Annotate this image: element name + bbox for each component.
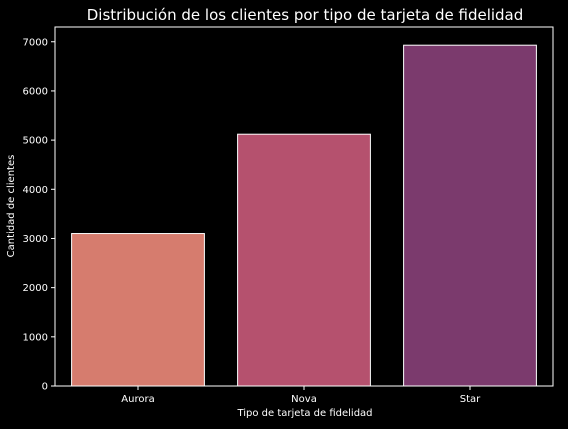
y-tick-label: 6000: [23, 86, 48, 97]
plot-area: 0 1000 2000 3000 4000 5000 6000 7000 Aurora Nova S…: [23, 26, 554, 405]
y-tick-label: 0: [42, 382, 48, 393]
y-axis-label: Cantidad de clientes: [6, 155, 17, 258]
bar-star: [403, 44, 537, 387]
y-tick-label: 3000: [23, 234, 48, 245]
bar-aurora: [71, 233, 205, 387]
x-tick-label: Aurora: [121, 394, 154, 405]
y-tick-label: 1000: [23, 332, 48, 343]
x-tick-label: Star: [460, 394, 481, 405]
y-tick-label: 2000: [23, 283, 48, 294]
y-tick-label: 7000: [23, 37, 48, 48]
x-axis-label: Tipo de tarjeta de fidelidad: [236, 408, 372, 419]
y-tick-label: 4000: [23, 185, 48, 196]
chart-title: Distribución de los clientes por tipo de…: [87, 6, 524, 24]
bar-nova: [237, 133, 371, 387]
x-tick-label: Nova: [291, 394, 317, 405]
y-tick-label: 5000: [23, 136, 48, 147]
